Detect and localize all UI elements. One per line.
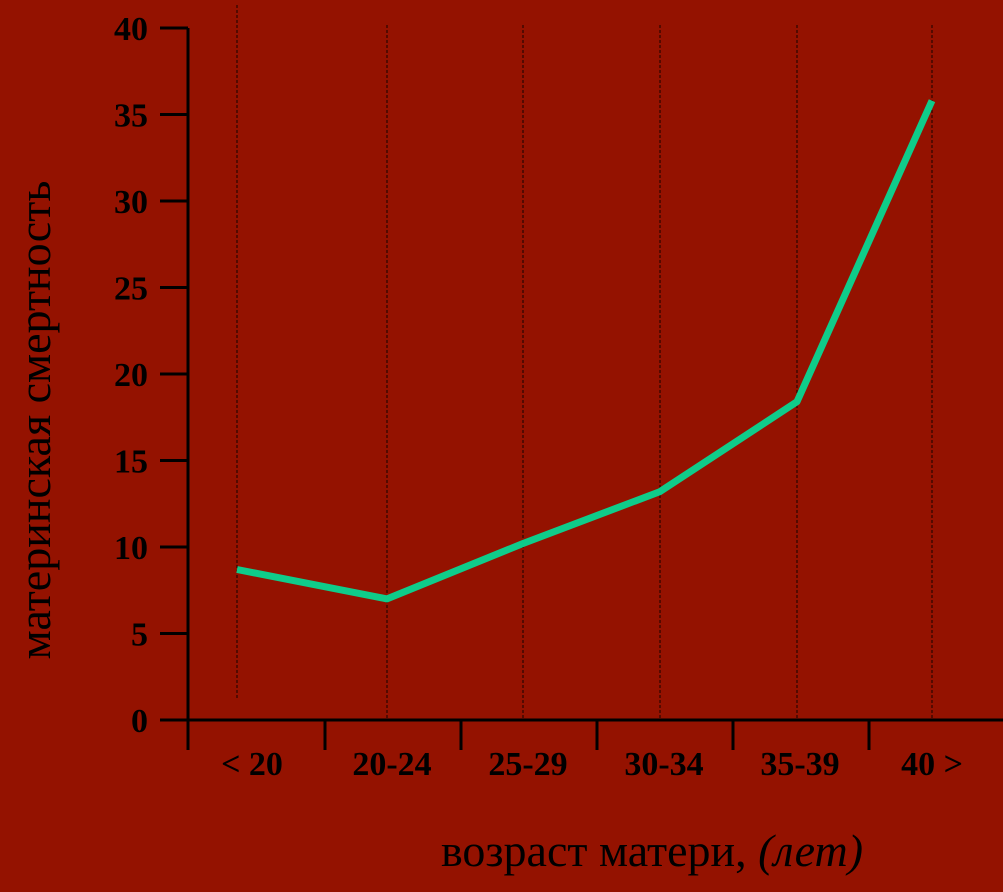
y-ticks: 0 5 10 15 20 25 30 35 40 bbox=[114, 11, 188, 740]
y-axis-title: материнская смертность bbox=[9, 181, 60, 660]
grid bbox=[236, 5, 933, 720]
x-axis-title: возраст матери, (лет) bbox=[441, 825, 863, 876]
x-tick-label: 40 > bbox=[901, 746, 963, 783]
y-tick-label: 25 bbox=[114, 271, 148, 308]
series-line bbox=[236, 99, 936, 603]
y-tick-label: 0 bbox=[131, 703, 148, 740]
x-tick-label: 20-24 bbox=[352, 746, 431, 783]
y-tick-label: 20 bbox=[114, 357, 148, 394]
x-tick-label: 30-34 bbox=[624, 746, 703, 783]
x-ticks: < 20 20-24 25-29 30-34 35-39 40 > bbox=[186, 720, 963, 783]
x-axis-title-unit: (лет) bbox=[758, 825, 863, 876]
x-tick-label: 35-39 bbox=[760, 746, 839, 783]
y-tick-label: 40 bbox=[114, 11, 148, 48]
x-axis-title-main: возраст матери, bbox=[441, 825, 758, 876]
x-tick-label: < 20 bbox=[221, 746, 283, 783]
y-tick-label: 10 bbox=[114, 530, 148, 567]
x-tick-label: 25-29 bbox=[488, 746, 567, 783]
y-tick-label: 5 bbox=[131, 617, 148, 654]
y-tick-label: 35 bbox=[114, 98, 148, 135]
series bbox=[236, 99, 936, 603]
y-tick-label: 15 bbox=[114, 444, 148, 481]
y-tick-label: 30 bbox=[114, 184, 148, 221]
